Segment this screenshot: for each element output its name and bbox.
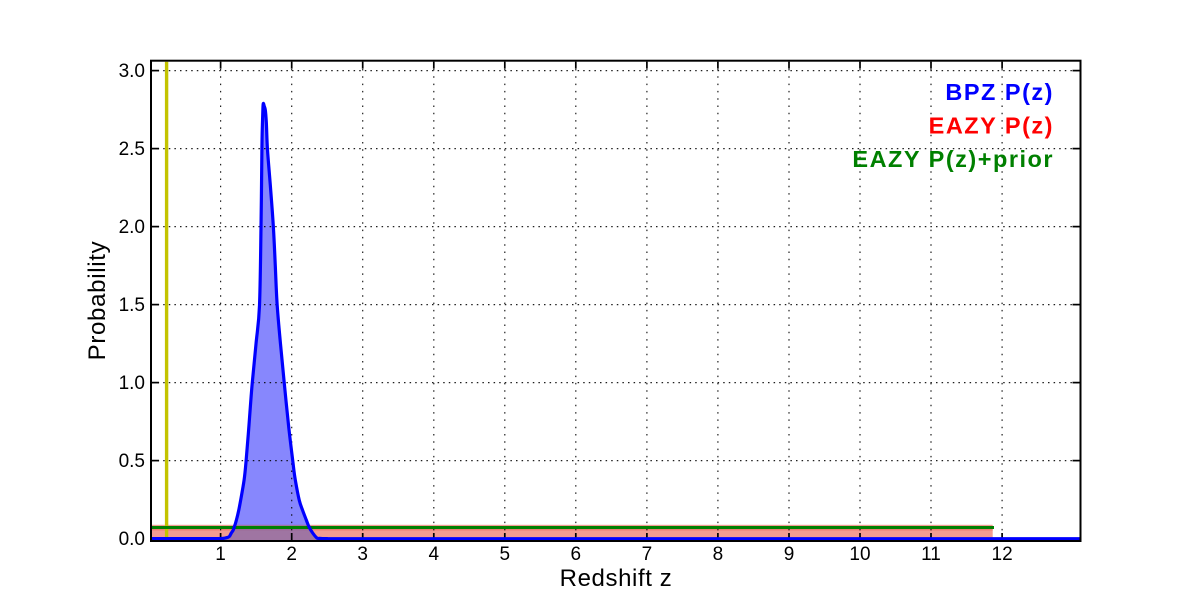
svg-text:2.5: 2.5 (119, 139, 145, 160)
svg-text:1.0: 1.0 (119, 373, 145, 394)
svg-text:BPZ P(z): BPZ P(z) (945, 79, 1054, 105)
svg-text:0.0: 0.0 (119, 529, 145, 550)
svg-text:EAZY P(z): EAZY P(z) (929, 113, 1054, 139)
svg-text:2.0: 2.0 (119, 217, 145, 238)
svg-text:10: 10 (849, 544, 870, 565)
svg-text:11: 11 (921, 544, 941, 565)
svg-text:Redshift z: Redshift z (560, 565, 673, 592)
svg-text:8: 8 (713, 544, 724, 565)
svg-text:3.0: 3.0 (119, 61, 145, 82)
svg-text:5: 5 (500, 544, 511, 565)
svg-text:3: 3 (357, 544, 368, 565)
svg-text:12: 12 (992, 544, 1013, 565)
svg-text:6: 6 (571, 544, 582, 565)
svg-text:1: 1 (215, 544, 226, 565)
svg-text:4: 4 (429, 544, 440, 565)
svg-text:2: 2 (286, 544, 297, 565)
svg-text:7: 7 (642, 544, 653, 565)
svg-text:0.5: 0.5 (119, 451, 145, 472)
svg-text:EAZY P(z)+prior: EAZY P(z)+prior (852, 146, 1054, 172)
svg-text:1.5: 1.5 (119, 295, 145, 316)
svg-text:9: 9 (784, 544, 795, 565)
svg-text:Probability: Probability (84, 241, 111, 361)
